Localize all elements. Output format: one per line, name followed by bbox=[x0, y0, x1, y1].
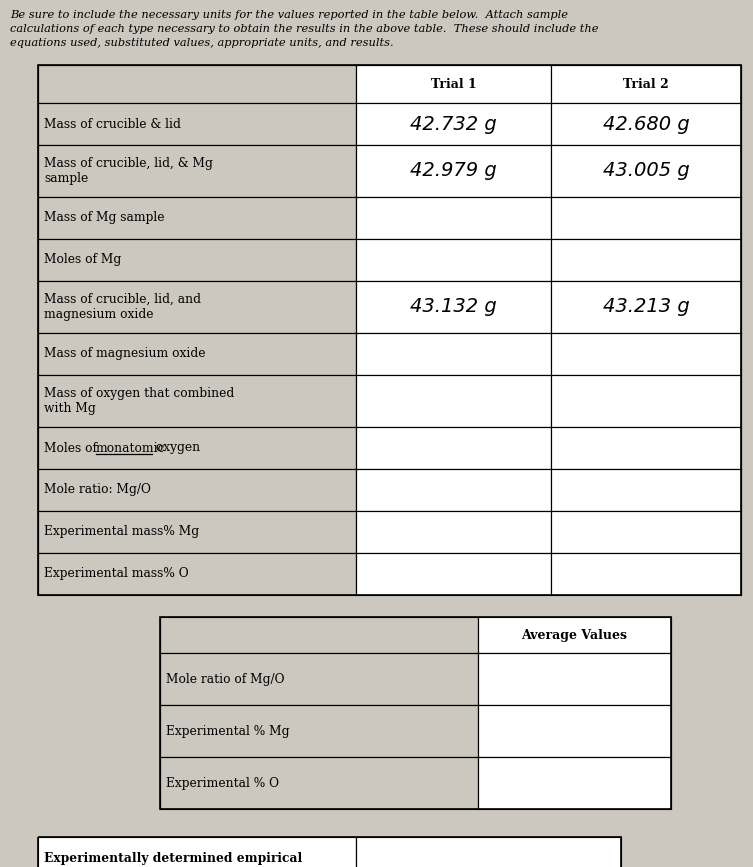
Bar bbox=[551, 65, 741, 103]
Text: 43.213 g: 43.213 g bbox=[602, 297, 690, 316]
Text: Mass of crucible & lid: Mass of crucible & lid bbox=[44, 118, 181, 131]
Bar bbox=[551, 197, 741, 239]
Bar bbox=[551, 427, 741, 469]
Bar bbox=[38, 197, 356, 239]
Bar bbox=[551, 239, 741, 281]
Bar bbox=[356, 65, 551, 103]
Bar bbox=[356, 469, 551, 511]
Bar bbox=[38, 239, 356, 281]
Bar bbox=[38, 281, 356, 333]
Bar bbox=[356, 837, 621, 867]
Text: Experimental % Mg: Experimental % Mg bbox=[166, 725, 289, 738]
Text: Experimental % O: Experimental % O bbox=[166, 777, 279, 790]
Bar bbox=[551, 511, 741, 553]
Bar bbox=[38, 469, 356, 511]
Bar bbox=[356, 281, 551, 333]
Bar bbox=[551, 333, 741, 375]
Text: Trial 2: Trial 2 bbox=[623, 77, 669, 90]
Bar bbox=[38, 837, 356, 867]
Bar bbox=[160, 757, 478, 809]
Bar bbox=[38, 65, 741, 595]
Bar bbox=[38, 65, 356, 103]
Bar bbox=[38, 837, 621, 867]
Bar bbox=[356, 511, 551, 553]
Text: Mole ratio of Mg/O: Mole ratio of Mg/O bbox=[166, 673, 285, 686]
Text: Moles of: Moles of bbox=[44, 441, 101, 454]
Text: 43.132 g: 43.132 g bbox=[410, 297, 497, 316]
Bar bbox=[356, 427, 551, 469]
Bar bbox=[551, 103, 741, 145]
Text: Mass of crucible, lid, & Mg
sample: Mass of crucible, lid, & Mg sample bbox=[44, 157, 213, 185]
Bar bbox=[38, 553, 356, 595]
Bar bbox=[356, 553, 551, 595]
Bar bbox=[38, 375, 356, 427]
Text: Be sure to include the necessary units for the values reported in the table belo: Be sure to include the necessary units f… bbox=[10, 10, 568, 20]
Bar bbox=[551, 281, 741, 333]
Text: Experimental mass% O: Experimental mass% O bbox=[44, 568, 188, 581]
Text: Mole ratio: Mg/O: Mole ratio: Mg/O bbox=[44, 484, 151, 497]
Text: Trial 1: Trial 1 bbox=[431, 77, 477, 90]
Bar bbox=[356, 145, 551, 197]
Bar bbox=[160, 617, 671, 809]
Bar bbox=[356, 375, 551, 427]
Text: 42.732 g: 42.732 g bbox=[410, 114, 497, 134]
Bar bbox=[478, 705, 671, 757]
Text: oxygen: oxygen bbox=[152, 441, 200, 454]
Text: Mass of oxygen that combined
with Mg: Mass of oxygen that combined with Mg bbox=[44, 387, 234, 415]
Text: 42.680 g: 42.680 g bbox=[602, 114, 690, 134]
Bar bbox=[160, 653, 478, 705]
Bar bbox=[38, 145, 356, 197]
Text: Mass of crucible, lid, and
magnesium oxide: Mass of crucible, lid, and magnesium oxi… bbox=[44, 293, 201, 321]
Text: Experimentally determined empirical
formula of magnesium oxide: Experimentally determined empirical form… bbox=[44, 852, 302, 867]
Bar bbox=[160, 705, 478, 757]
Bar bbox=[551, 553, 741, 595]
Text: 43.005 g: 43.005 g bbox=[602, 161, 690, 180]
Text: Experimental mass% Mg: Experimental mass% Mg bbox=[44, 525, 199, 538]
Bar bbox=[160, 617, 478, 653]
Bar bbox=[356, 197, 551, 239]
Text: equations used, substituted values, appropriate units, and results.: equations used, substituted values, appr… bbox=[10, 38, 394, 48]
Bar bbox=[478, 617, 671, 653]
Text: Moles of Mg: Moles of Mg bbox=[44, 253, 121, 266]
Bar bbox=[38, 103, 356, 145]
Text: Mass of magnesium oxide: Mass of magnesium oxide bbox=[44, 348, 206, 361]
Text: 42.979 g: 42.979 g bbox=[410, 161, 497, 180]
Bar bbox=[356, 239, 551, 281]
Bar bbox=[551, 375, 741, 427]
Bar bbox=[356, 103, 551, 145]
Bar bbox=[478, 757, 671, 809]
Text: monatomic: monatomic bbox=[96, 441, 166, 454]
Bar bbox=[38, 511, 356, 553]
Bar bbox=[478, 653, 671, 705]
Bar bbox=[38, 427, 356, 469]
Text: Mass of Mg sample: Mass of Mg sample bbox=[44, 212, 164, 225]
Text: Average Values: Average Values bbox=[522, 629, 627, 642]
Bar bbox=[38, 333, 356, 375]
Bar bbox=[551, 145, 741, 197]
Bar bbox=[551, 469, 741, 511]
Bar bbox=[356, 333, 551, 375]
Text: calculations of each type necessary to obtain the results in the above table.  T: calculations of each type necessary to o… bbox=[10, 24, 599, 34]
